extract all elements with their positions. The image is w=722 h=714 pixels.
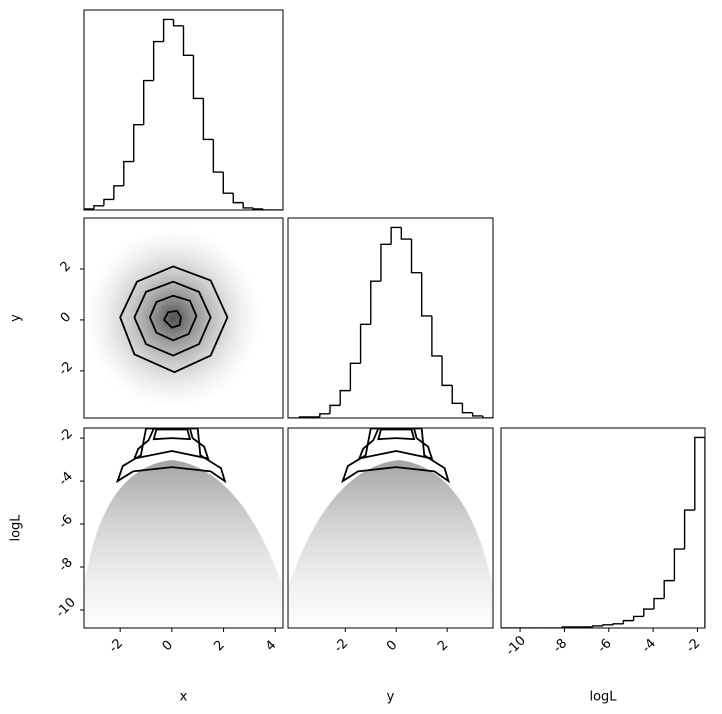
histogram-step (694, 436, 705, 628)
histogram-step (410, 239, 422, 274)
y-tick-label: -10 (53, 595, 79, 621)
x-tick-label: 4 (263, 638, 279, 654)
y-tick-label: -4 (56, 469, 76, 489)
contour-line (152, 428, 192, 441)
x-tick-label: 2 (435, 638, 451, 654)
panel (84, 18, 283, 210)
histogram-step (683, 509, 695, 550)
x-axis-label: logL (589, 690, 617, 705)
histogram-step (653, 597, 665, 610)
histogram-step (673, 548, 685, 581)
histogram-step (431, 315, 443, 357)
x-tick-label: -2 (684, 636, 704, 656)
histogram-step (612, 623, 624, 625)
contour-line (377, 428, 416, 441)
contour-line (163, 310, 182, 329)
histogram-step (602, 624, 614, 626)
y-tick-label: -2 (56, 426, 76, 446)
histogram-step (212, 139, 224, 173)
histogram-step (482, 415, 493, 418)
panel-frame (287, 427, 494, 629)
panel (84, 428, 283, 628)
panel-frame (83, 9, 284, 211)
histogram-step (370, 280, 381, 325)
x-tick-label: 0 (160, 638, 176, 654)
y-tick-label: -2 (56, 359, 76, 379)
histogram-step (592, 625, 603, 627)
histogram-step (329, 404, 341, 414)
contour-line (133, 280, 212, 357)
histogram-step (359, 323, 371, 364)
x-tick-label: 2 (211, 638, 227, 654)
y-axis-label: logL (9, 514, 24, 542)
histogram-step (632, 615, 644, 621)
histogram-step (202, 98, 214, 141)
histogram-step (451, 385, 463, 404)
histogram-step (162, 18, 174, 42)
histogram-step (643, 608, 654, 617)
histogram-step (349, 362, 361, 391)
contour-line (119, 265, 229, 374)
y-tick-label: -8 (56, 555, 76, 575)
x-tick-label: -10 (503, 633, 529, 659)
x-tick-label: -6 (595, 636, 615, 656)
histogram-step (103, 198, 114, 206)
histogram-step (339, 389, 351, 406)
histogram-step (252, 207, 264, 210)
histogram-step (461, 403, 473, 414)
histogram-step (182, 25, 194, 56)
histogram-step (663, 579, 675, 599)
contour-line (148, 294, 198, 342)
contour-line (132, 428, 210, 460)
panel-frame (83, 427, 284, 629)
panel-frame (500, 427, 706, 629)
x-tick-label: 0 (384, 638, 400, 654)
histogram-step (232, 193, 244, 204)
histogram-step (319, 413, 331, 417)
density-cloud (84, 460, 283, 628)
histogram-step (192, 55, 204, 100)
panel (289, 226, 493, 418)
histogram-step (622, 619, 634, 624)
histogram-step (471, 412, 483, 417)
histogram-step (123, 160, 134, 186)
contour-line (357, 428, 434, 460)
panel (85, 228, 262, 408)
y-tick-label: 0 (58, 310, 74, 326)
density-cloud (85, 228, 262, 408)
histogram-step (380, 243, 392, 282)
histogram-step (441, 355, 453, 387)
histogram-step (152, 40, 164, 81)
x-axis-label: y (387, 690, 395, 705)
y-axis-label: y (9, 314, 24, 322)
histogram-step (262, 208, 274, 210)
panel-frame (83, 217, 284, 419)
density-cloud (288, 460, 493, 628)
histogram-step (133, 124, 144, 162)
y-tick-label: 2 (58, 259, 74, 275)
histogram-step (113, 185, 124, 200)
histogram-step (172, 19, 184, 27)
x-tick-label: -4 (639, 636, 659, 656)
histogram-step (242, 202, 254, 209)
histogram-step (143, 79, 154, 125)
histogram-step (390, 226, 402, 245)
histogram-step (420, 272, 432, 317)
histogram-step (84, 208, 94, 210)
histogram-step (222, 172, 234, 194)
x-axis-label: x (180, 690, 188, 705)
panel-frame (287, 217, 494, 419)
y-tick-label: -6 (56, 512, 76, 532)
panel (288, 428, 493, 628)
x-tick-label: -2 (106, 636, 126, 656)
panel (501, 436, 705, 628)
x-tick-label: -8 (551, 636, 571, 656)
histogram-step (93, 205, 104, 209)
histogram-step (400, 227, 412, 240)
x-tick-label: -2 (331, 636, 351, 656)
